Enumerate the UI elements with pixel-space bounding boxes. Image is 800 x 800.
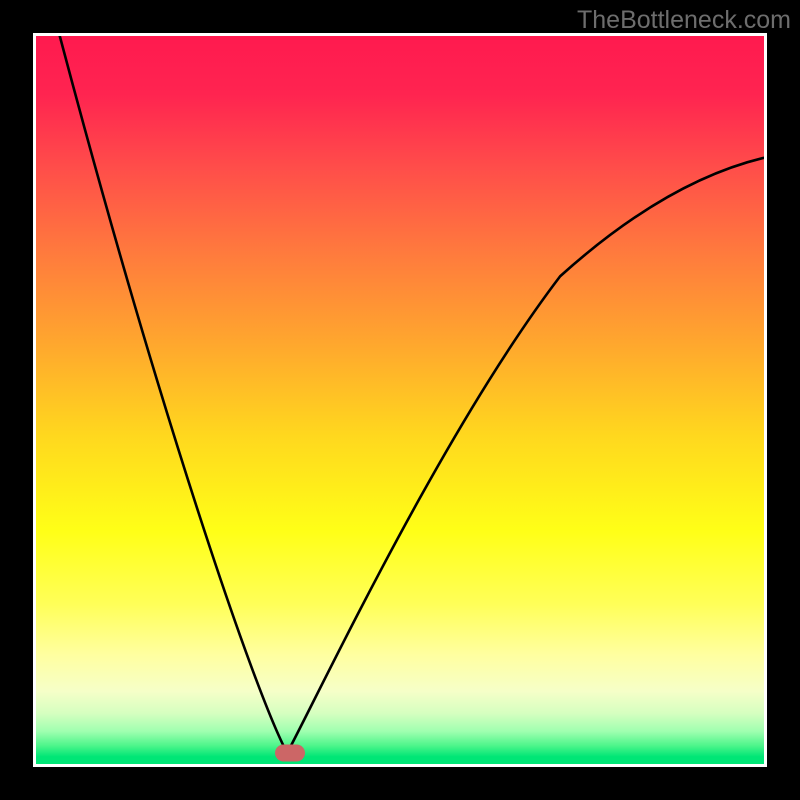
image-root: TheBottleneck.com: [0, 0, 800, 800]
gradient-background: [36, 36, 764, 764]
frame-gap-bottom: [33, 764, 767, 767]
frame-gap-top: [33, 33, 767, 36]
min-marker: [275, 745, 305, 762]
frame-gap-right: [764, 36, 767, 764]
plot-area: [36, 36, 764, 764]
frame-gap-left: [33, 36, 36, 764]
watermark-text: TheBottleneck.com: [577, 6, 791, 35]
